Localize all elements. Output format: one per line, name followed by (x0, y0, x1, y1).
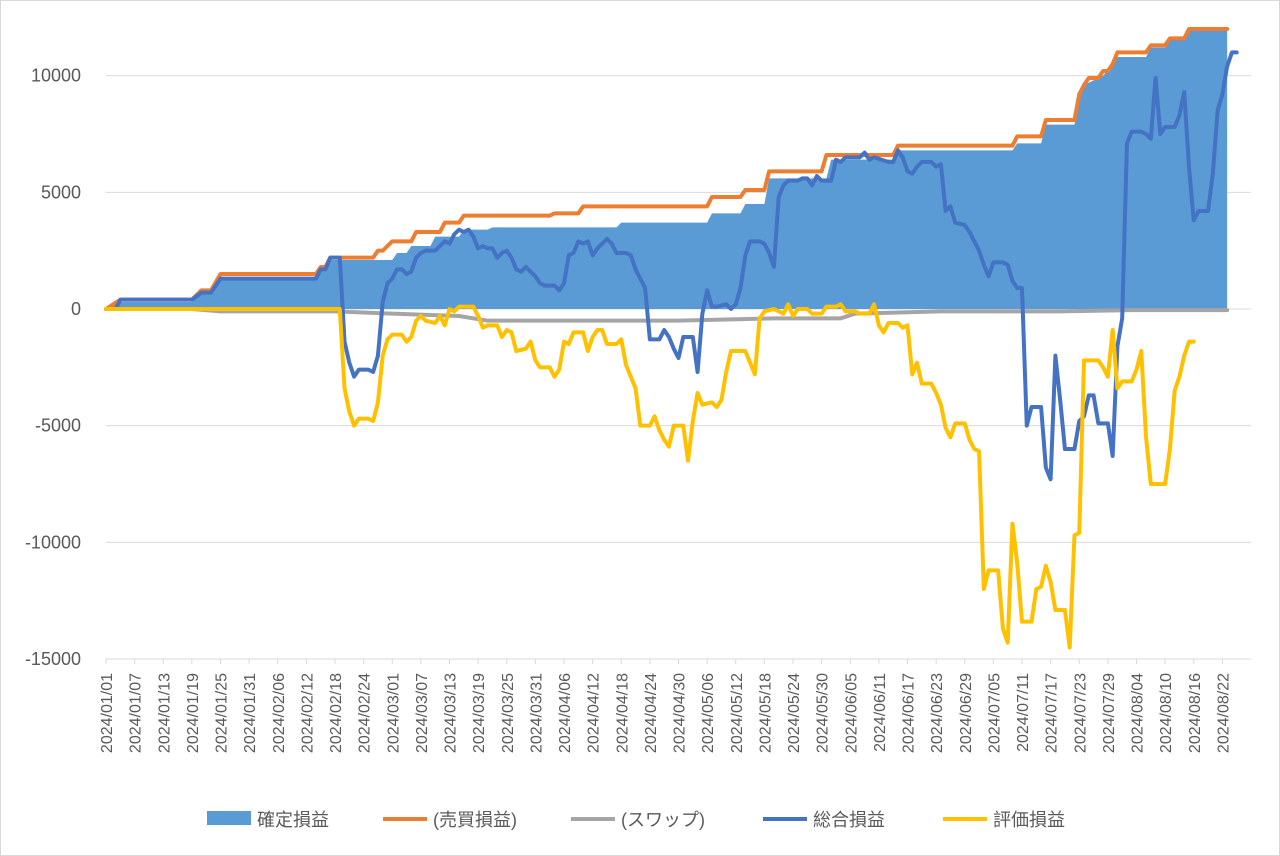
series-layer (104, 27, 1239, 650)
x-tick-label: 2024/04/06 (557, 673, 574, 753)
x-tick-label: 2024/07/17 (1044, 673, 1061, 753)
legend-label: 評価損益 (993, 810, 1065, 830)
x-tick-label: 2024/02/18 (328, 673, 345, 753)
x-tick-label: 2024/01/01 (99, 673, 116, 753)
series-line-2 (104, 307, 1230, 323)
y-tick-label: -5000 (35, 416, 81, 436)
y-tick-label: -15000 (25, 649, 81, 669)
y-axis: 10000 5000 0 -5000 -10000 -15000 (25, 66, 81, 669)
x-tick-label: 2024/06/11 (872, 673, 889, 752)
x-tick-label: 2024/01/31 (242, 673, 259, 753)
legend-label: 確定損益 (257, 810, 329, 830)
x-tick-label: 2024/06/23 (929, 673, 946, 753)
x-tick-label: 2024/07/29 (1101, 673, 1118, 753)
x-tick-label: 2024/02/24 (357, 673, 374, 753)
series-area-kakutei (106, 29, 1228, 309)
x-tick-label: 2024/07/11 (1015, 673, 1032, 752)
x-tick-label: 2024/07/23 (1072, 673, 1089, 753)
x-tick-label: 2024/04/18 (614, 673, 631, 753)
x-tick-label: 2024/06/17 (901, 673, 918, 753)
y-tick-label: -10000 (25, 532, 81, 552)
x-tick-label: 2024/05/24 (786, 673, 803, 753)
x-tick-label: 2024/08/22 (1215, 673, 1232, 753)
x-tick-label: 2024/08/04 (1130, 673, 1147, 753)
series-line-4 (104, 302, 1196, 650)
x-tick-label: 2024/01/25 (214, 673, 231, 753)
x-tick-label: 2024/04/12 (586, 673, 603, 753)
y-tick-label: 5000 (41, 182, 81, 202)
x-tick-label: 2024/03/01 (385, 673, 402, 753)
x-tick-label: 2024/05/30 (815, 673, 832, 753)
x-tick-label: 2024/03/25 (500, 673, 517, 753)
x-tick-label: 2024/06/29 (958, 673, 975, 753)
x-tick-label: 2024/05/12 (729, 673, 746, 753)
x-tick-label: 2024/04/30 (672, 673, 689, 753)
x-tick-label: 2024/02/06 (271, 673, 288, 753)
x-tick-label: 2024/04/24 (643, 673, 660, 753)
x-tick-label: 2024/03/13 (443, 673, 460, 753)
x-tick-label: 2024/02/12 (299, 673, 316, 753)
legend-swatch (207, 811, 251, 825)
x-tick-label: 2024/05/18 (757, 673, 774, 753)
x-axis: 2024/01/01 2024/01/07 2024/01/13 2024/01/19… (99, 658, 1251, 753)
legend-label: (スワップ) (621, 810, 705, 830)
x-tick-label: 2024/08/16 (1187, 673, 1204, 753)
legend: 確定損益 (売買損益) (スワップ) 総合損益 評価損益 (207, 810, 1065, 830)
x-tick-label: 2024/06/05 (843, 673, 860, 753)
legend-label: 総合損益 (813, 810, 885, 830)
x-tick-label: 2024/01/19 (185, 673, 202, 753)
x-tick-label: 2024/07/05 (986, 673, 1003, 753)
x-tick-label: 2024/03/19 (471, 673, 488, 753)
x-tick-label: 2024/08/10 (1158, 673, 1175, 753)
legend-label: (売買損益) (433, 810, 517, 830)
x-tick-label: 2024/03/31 (528, 673, 545, 753)
x-tick-label: 2024/01/07 (128, 673, 145, 753)
x-tick-label: 2024/03/07 (414, 673, 431, 753)
y-tick-label: 10000 (31, 66, 81, 86)
x-tick-label: 2024/01/13 (156, 673, 173, 753)
y-tick-label: 0 (71, 299, 81, 319)
series-line-3 (104, 50, 1239, 482)
x-tick-label: 2024/05/06 (700, 673, 717, 753)
